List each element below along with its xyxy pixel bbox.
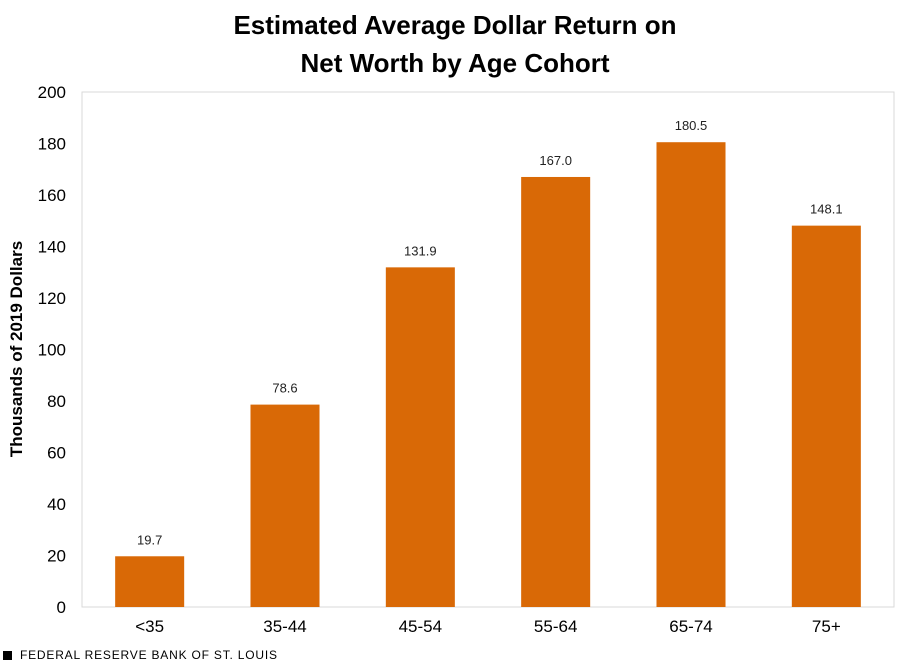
bar bbox=[656, 142, 726, 607]
bar-data-label: 148.1 bbox=[810, 202, 843, 217]
x-tick-label: 65-74 bbox=[669, 617, 712, 636]
bar bbox=[250, 404, 320, 607]
bar-data-label: 167.0 bbox=[539, 153, 572, 168]
y-tick-label: 0 bbox=[57, 598, 66, 617]
y-tick-label: 40 bbox=[47, 495, 66, 514]
y-tick-label: 60 bbox=[47, 444, 66, 463]
x-tick-label: 75+ bbox=[812, 617, 841, 636]
chart-title-line-1: Estimated Average Dollar Return on bbox=[233, 10, 677, 40]
y-tick-label: 160 bbox=[38, 186, 66, 205]
x-tick-label: 45-54 bbox=[399, 617, 442, 636]
source-footer: FEDERAL RESERVE BANK OF ST. LOUIS bbox=[3, 648, 278, 662]
bar-series: 19.7 78.6 131.9 167.0 180.5 148.1 bbox=[115, 118, 861, 607]
bar bbox=[791, 225, 861, 607]
x-tick-label: 55-64 bbox=[534, 617, 577, 636]
x-tick-label: <35 bbox=[135, 617, 164, 636]
bar-data-label: 180.5 bbox=[675, 118, 708, 133]
y-tick-label: 20 bbox=[47, 547, 66, 566]
y-axis-label: Thousands of 2019 Dollars bbox=[7, 240, 26, 458]
square-icon bbox=[3, 650, 12, 660]
y-tick-label: 180 bbox=[38, 135, 66, 154]
bar-data-label: 19.7 bbox=[137, 532, 162, 547]
chart-title: Estimated Average Dollar Return on Net W… bbox=[0, 6, 910, 82]
y-tick-label: 200 bbox=[38, 83, 66, 102]
bar bbox=[521, 176, 591, 607]
bar bbox=[115, 556, 185, 607]
x-tick-label: 35-44 bbox=[263, 617, 306, 636]
source-text: FEDERAL RESERVE BANK OF ST. LOUIS bbox=[20, 648, 278, 662]
x-axis: <35 35-44 45-54 55-64 65-74 75+ bbox=[135, 617, 841, 636]
y-tick-label: 80 bbox=[47, 392, 66, 411]
y-tick-label: 120 bbox=[38, 289, 66, 308]
plot-area bbox=[81, 91, 895, 608]
y-axis: 0 20 40 60 80 100 120 140 160 180 200 bbox=[38, 83, 66, 617]
bar-data-label: 78.6 bbox=[272, 381, 297, 396]
chart-title-line-2: Net Worth by Age Cohort bbox=[300, 48, 610, 78]
y-tick-label: 140 bbox=[38, 238, 66, 257]
bar-data-label: 131.9 bbox=[404, 243, 437, 258]
bar bbox=[385, 267, 455, 607]
y-tick-label: 100 bbox=[38, 341, 66, 360]
